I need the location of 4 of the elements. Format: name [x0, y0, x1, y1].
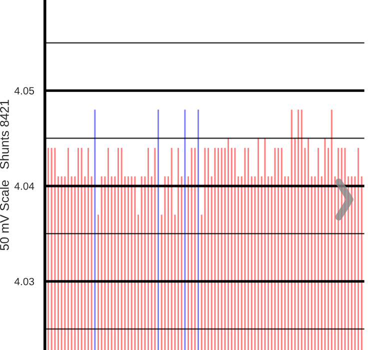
y-tick-label: 4.04	[14, 182, 34, 190]
y-axis-title: 50 mV Scale Shunts 8421	[0, 100, 9, 250]
y-tick-label: 4.03	[14, 278, 34, 286]
y-tick-label: 4.05	[14, 87, 34, 94]
